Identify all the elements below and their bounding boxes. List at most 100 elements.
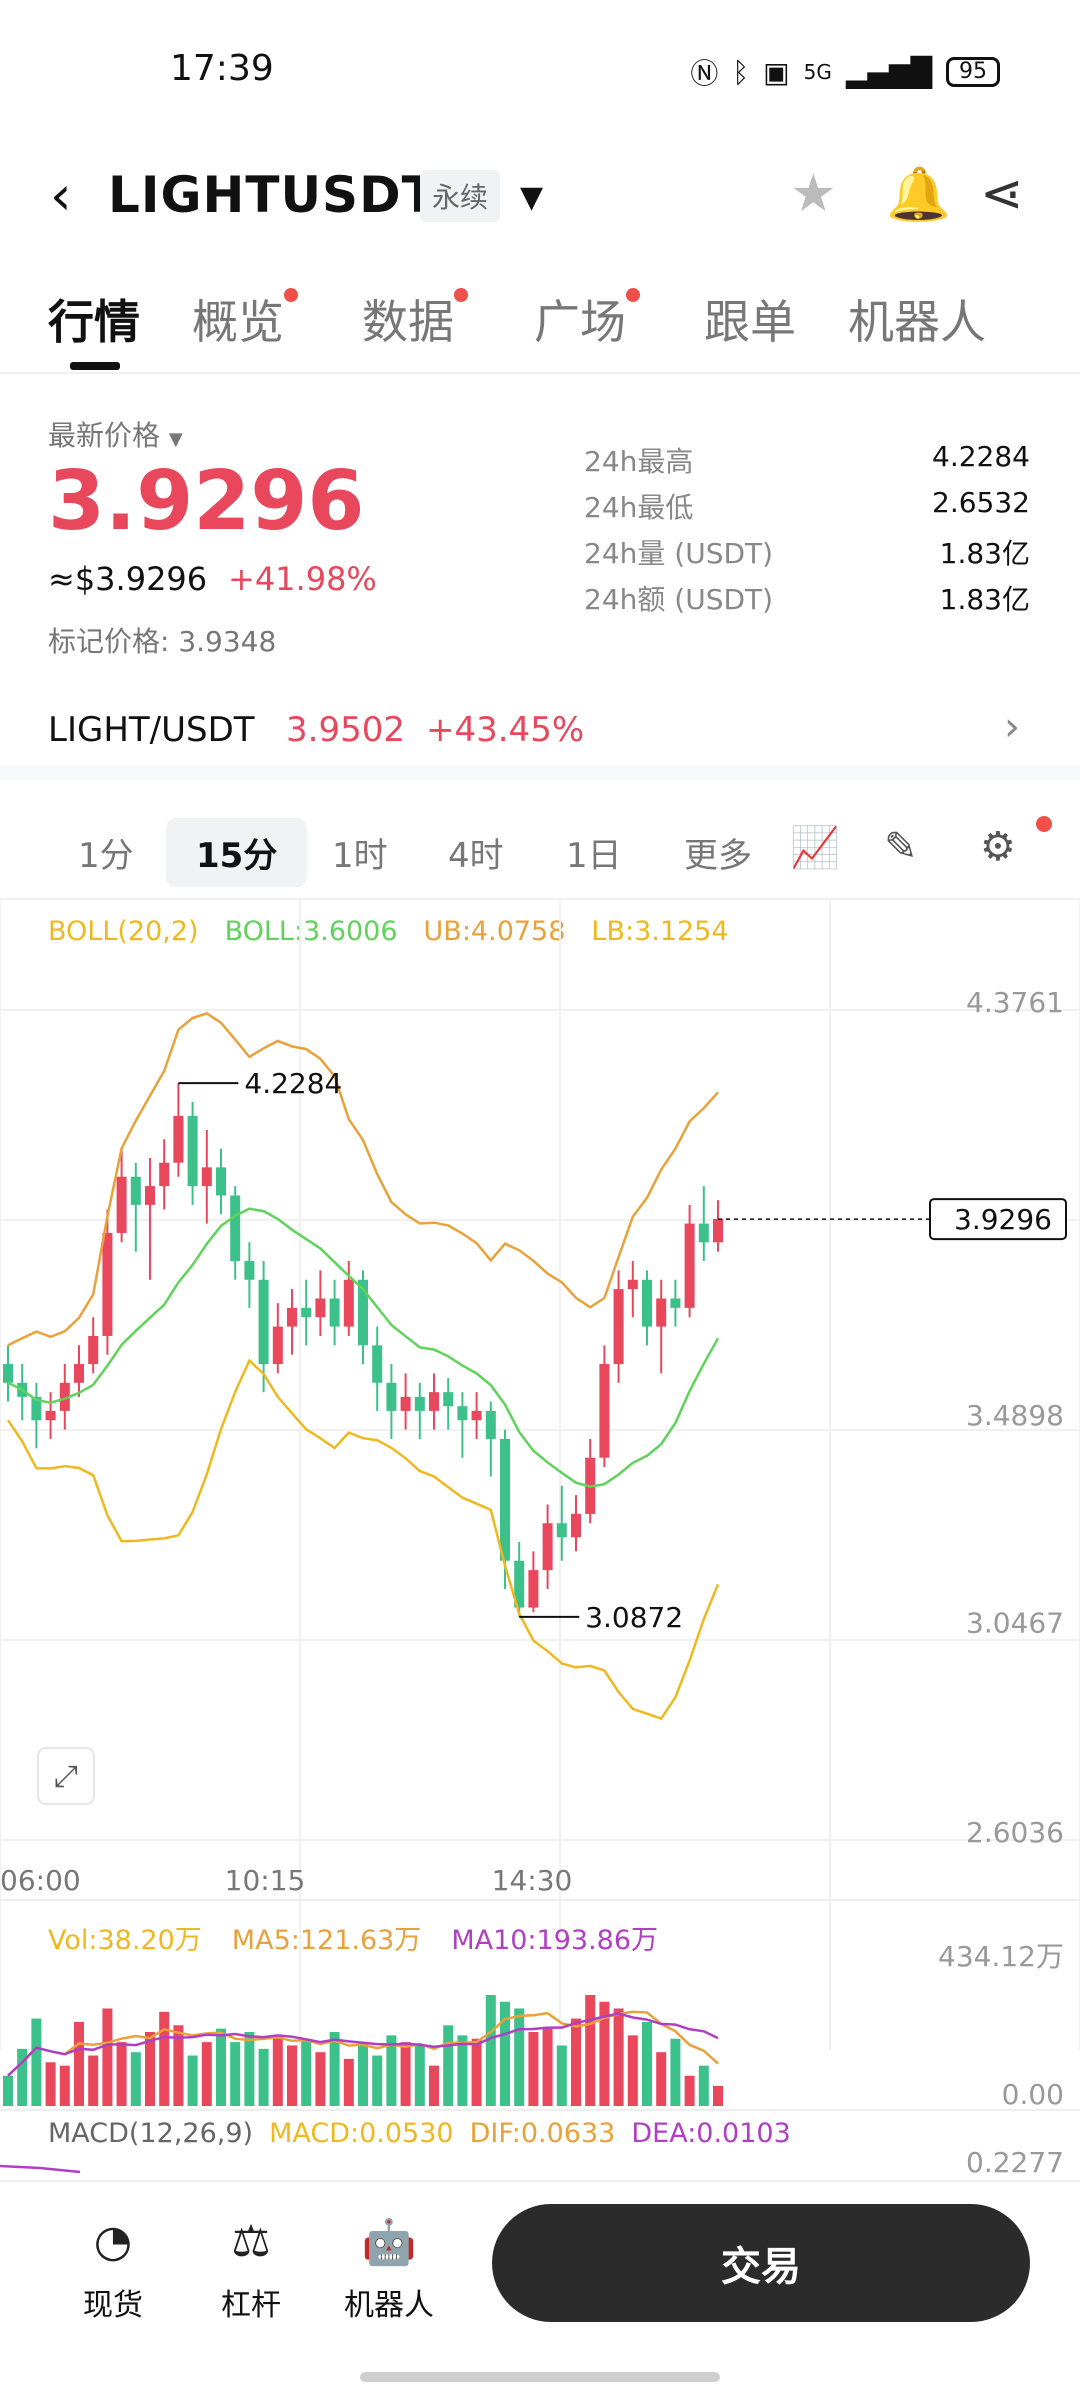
candle-body bbox=[59, 1382, 70, 1411]
vol-ma10: MA10:193.86万 bbox=[451, 1925, 659, 1956]
nav-margin[interactable]: ⚖ 杠杆 bbox=[196, 2216, 306, 2324]
nav-bot-label: 机器人 bbox=[344, 2288, 434, 2323]
stat-turnover-label: 24h额 (USDT) bbox=[584, 583, 774, 616]
candle-body bbox=[301, 1307, 312, 1318]
volume-bar bbox=[59, 2065, 70, 2106]
candle-body bbox=[414, 1396, 425, 1411]
chevron-down-icon[interactable]: ▼ bbox=[520, 180, 544, 215]
boll-legend: BOLL(20,2) BOLL:3.6006 UB:4.0758 LB:3.12… bbox=[48, 916, 729, 947]
mark-price: 标记价格: 3.9348 bbox=[48, 625, 277, 658]
y-tick-label: 4.3761 bbox=[966, 986, 1064, 1019]
interval-1d[interactable]: 1日 bbox=[566, 836, 622, 876]
candle-body bbox=[116, 1176, 127, 1233]
nav-spot[interactable]: ◔ 现货 bbox=[58, 2216, 168, 2324]
nav-bot[interactable]: 🤖 机器人 bbox=[334, 2216, 444, 2324]
y-tick-label: 3.4898 bbox=[966, 1399, 1064, 1432]
candle-body bbox=[216, 1167, 226, 1196]
pair-price: 3.9502 bbox=[286, 710, 405, 750]
notification-dot bbox=[1036, 816, 1052, 832]
candle-body bbox=[258, 1279, 269, 1365]
gear-icon[interactable]: ⚙ bbox=[980, 824, 1016, 870]
candle-body bbox=[698, 1223, 709, 1243]
indicator-icon[interactable]: 📈 bbox=[790, 825, 840, 871]
volume-bar bbox=[31, 2018, 42, 2106]
volume-bar bbox=[627, 2035, 638, 2106]
tab-square[interactable]: 广场 bbox=[534, 286, 640, 352]
volume-bar bbox=[145, 2032, 155, 2106]
x-tick-label: 06:00 bbox=[0, 1864, 81, 1897]
interval-1h[interactable]: 1时 bbox=[332, 836, 388, 876]
volume-bar bbox=[514, 2008, 525, 2106]
candle-body bbox=[471, 1410, 482, 1421]
volume-bar bbox=[358, 2042, 368, 2106]
chevron-down-icon: ▼ bbox=[168, 429, 183, 450]
header: ‹ LIGHTUSDT 永续 ▼ ★ 🔔 ⋖ bbox=[0, 140, 1080, 250]
candle-body bbox=[400, 1396, 411, 1411]
candle-body bbox=[145, 1186, 155, 1205]
volume-bar bbox=[287, 2045, 297, 2106]
draw-pen-icon[interactable]: ✎ bbox=[884, 824, 918, 870]
bell-plus-icon[interactable]: 🔔 bbox=[886, 165, 951, 225]
volume-bar bbox=[102, 2008, 113, 2106]
bottom-bar: ◔ 现货 ⚖ 杠杆 🤖 机器人 交易 bbox=[0, 2180, 1080, 2400]
stat-high-value: 4.2284 bbox=[932, 440, 1030, 473]
candle-body bbox=[713, 1218, 723, 1243]
interval-4h[interactable]: 4时 bbox=[448, 836, 504, 876]
candle-body bbox=[187, 1115, 198, 1187]
volume-bar bbox=[642, 2021, 652, 2106]
candle-body bbox=[457, 1406, 468, 1421]
volume-bar bbox=[585, 1995, 596, 2106]
perpetual-badge[interactable]: 永续 bbox=[420, 170, 501, 222]
volume-bar bbox=[684, 2075, 695, 2106]
interval-15m[interactable]: 15分 bbox=[166, 818, 308, 887]
chevron-right-icon: › bbox=[1004, 704, 1020, 750]
tab-overview[interactable]: 概览 bbox=[192, 286, 298, 352]
macd-top-label: 0.2277 bbox=[966, 2146, 1064, 2179]
interval-more[interactable]: 更多 bbox=[684, 836, 752, 876]
boll-mid-line bbox=[7, 1207, 720, 1488]
boll-upper-line bbox=[7, 1012, 719, 1347]
vol-ma10-line bbox=[7, 2012, 719, 2077]
candle-body bbox=[173, 1115, 184, 1163]
spot-pair-row[interactable]: LIGHT/USDT 3.9502 +43.45% › bbox=[0, 680, 1080, 780]
boll-lower-line bbox=[6, 1358, 720, 1721]
latest-price-label[interactable]: 最新价格 ▼ bbox=[48, 414, 183, 454]
candle-body bbox=[613, 1289, 624, 1365]
candle-body bbox=[599, 1364, 610, 1458]
share-icon[interactable]: ⋖ bbox=[980, 164, 1024, 224]
candle-body bbox=[528, 1570, 539, 1608]
last-price: 3.9296 bbox=[48, 454, 365, 549]
interval-1m[interactable]: 1分 bbox=[78, 836, 134, 876]
stat-low-label: 24h最低 bbox=[584, 491, 694, 524]
tab-copy-trade[interactable]: 跟单 bbox=[704, 295, 796, 349]
volume-bar bbox=[372, 2055, 383, 2106]
boll-ub: UB:4.0758 bbox=[423, 916, 566, 947]
tab-data[interactable]: 数据 bbox=[362, 286, 468, 352]
stat-volume-value: 1.83亿 bbox=[939, 537, 1030, 570]
nav-margin-label: 杠杆 bbox=[221, 2288, 281, 2323]
volume-bar bbox=[244, 2032, 255, 2106]
volume-bar bbox=[301, 2038, 312, 2106]
price-change: +41.98% bbox=[228, 560, 377, 598]
status-time: 17:39 bbox=[170, 48, 274, 89]
star-icon[interactable]: ★ bbox=[790, 164, 837, 224]
signal-icon: ▂▄▆█ bbox=[845, 55, 932, 89]
margin-icon: ⚖ bbox=[231, 2216, 271, 2267]
trade-button[interactable]: 交易 bbox=[492, 2204, 1030, 2322]
volume-bar bbox=[88, 2055, 99, 2106]
candle-body bbox=[315, 1298, 326, 1318]
high-label: 4.2284 bbox=[244, 1067, 342, 1100]
tab-data-label: 数据 bbox=[362, 295, 454, 349]
stat-volume-label: 24h量 (USDT) bbox=[584, 537, 774, 570]
tab-market[interactable]: 行情 bbox=[48, 295, 140, 349]
candlestick-chart[interactable]: 4.3761 3.4898 3.0467 2.6036 06:00 10:15 14:30 4… bbox=[0, 900, 1080, 2180]
candle-body bbox=[45, 1410, 56, 1421]
boll-lb: LB:3.1254 bbox=[591, 916, 729, 947]
usd-price: ≈$3.9296 bbox=[48, 560, 208, 598]
x-tick-label: 14:30 bbox=[492, 1864, 573, 1897]
back-button[interactable]: ‹ bbox=[50, 164, 72, 227]
tab-bot[interactable]: 机器人 bbox=[848, 295, 986, 349]
volume-bar bbox=[159, 2011, 170, 2106]
candle-body bbox=[429, 1392, 439, 1411]
status-icons: Ⓝ ᛒ ▣ 5G ▂▄▆█ 95 bbox=[690, 52, 1000, 92]
